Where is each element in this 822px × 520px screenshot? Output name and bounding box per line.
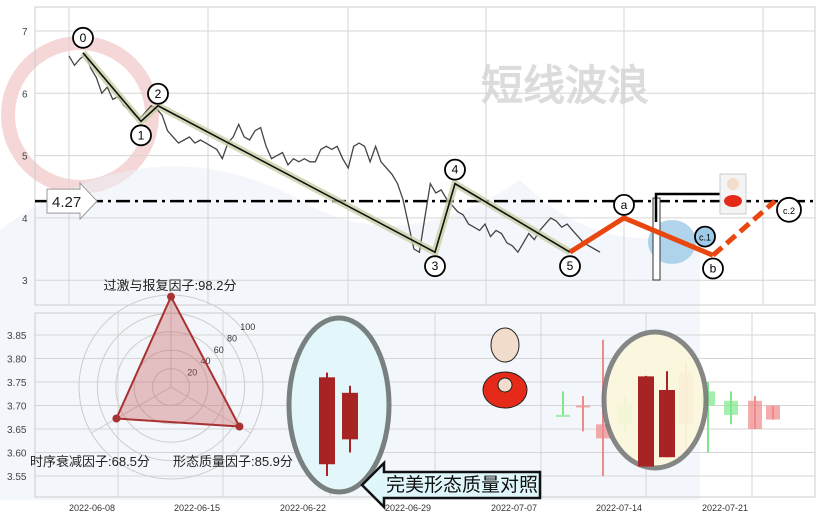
logo-watermark bbox=[1, 36, 159, 194]
correction-label: c.1 bbox=[699, 233, 711, 243]
current-candle-body bbox=[659, 389, 675, 458]
wave-label: 3 bbox=[432, 259, 439, 273]
correction-label: a bbox=[621, 198, 628, 212]
price-panel: 3 4 5 6 7 4.27 0 1 2 3 4 5 a b c.1 c.2 bbox=[22, 6, 816, 306]
correction-marker bbox=[776, 196, 802, 223]
radar-label-right: 形态质量因子:85.9分 bbox=[173, 454, 293, 469]
faint-candle-body bbox=[556, 414, 570, 417]
reference-candle-body bbox=[319, 377, 335, 465]
y-tick-label: 4 bbox=[22, 214, 28, 225]
x-tick-label: 2022-06-29 bbox=[385, 503, 431, 513]
y-tick-label: 3.65 bbox=[7, 425, 27, 436]
x-tick-label: 2022-07-07 bbox=[491, 503, 537, 513]
wave-marker bbox=[147, 82, 169, 105]
correction-label: b bbox=[710, 262, 717, 276]
wave-marker bbox=[559, 255, 581, 278]
x-tick-label: 2022-06-22 bbox=[280, 503, 326, 513]
y-tick-label: 3.55 bbox=[7, 472, 27, 483]
impulse-wave-line bbox=[82, 52, 571, 254]
wave-marker bbox=[72, 26, 94, 49]
y-tick-label: 3.60 bbox=[7, 449, 27, 460]
correction-marker bbox=[694, 225, 716, 248]
radar-ring-label: 100 bbox=[240, 322, 255, 332]
reference-ellipse bbox=[286, 315, 392, 495]
y-tick-label: 3.85 bbox=[7, 331, 27, 342]
radar-label-left: 时序衰减因子:68.5分 bbox=[30, 454, 150, 469]
radar-ring-label: 80 bbox=[227, 333, 237, 343]
reference-arrow bbox=[46, 181, 98, 221]
pointer-arrow bbox=[654, 192, 723, 222]
faint-candle-body bbox=[748, 400, 762, 429]
projection-line bbox=[711, 199, 777, 258]
radar-point bbox=[112, 414, 121, 423]
radar-label-top: 过激与报复因子:98.2分 bbox=[104, 278, 237, 293]
candle-panel: 3.85 3.80 3.75 3.70 3.65 3.60 3.55 2022-06-08 20… bbox=[7, 312, 816, 513]
wave-label: 0 bbox=[80, 31, 87, 45]
radar-point bbox=[167, 292, 175, 301]
dog-mascot bbox=[482, 327, 528, 409]
correction-marker bbox=[613, 193, 635, 216]
y-tick-label: 3 bbox=[22, 276, 28, 287]
watermark-text: 短线波浪 bbox=[481, 62, 649, 109]
radar-ring-label: 20 bbox=[187, 368, 197, 378]
dog-mascot-small bbox=[719, 173, 747, 215]
correction-label: c.2 bbox=[783, 206, 795, 216]
x-tick-label: 2022-07-14 bbox=[596, 503, 642, 513]
callout-arrow-box bbox=[360, 459, 542, 511]
wave-marker bbox=[444, 158, 466, 181]
wave-label: 2 bbox=[155, 87, 162, 101]
current-ellipse bbox=[601, 329, 709, 471]
radar-axis bbox=[91, 386, 172, 434]
y-tick-label: 7 bbox=[22, 27, 28, 38]
faint-candle-body bbox=[724, 400, 738, 415]
radar-ring-label: 60 bbox=[214, 345, 224, 355]
correction-line bbox=[568, 215, 714, 258]
callout-text: 完美形态质量对照 bbox=[386, 474, 538, 496]
wave-marker bbox=[424, 255, 446, 278]
correction-marker bbox=[702, 257, 724, 280]
y-tick-label: 3.70 bbox=[7, 402, 27, 413]
y-tick-label: 5 bbox=[22, 152, 28, 163]
radar-chart: 20406080100过激与报复因子:98.2分形态质量因子:85.9分时序衰减… bbox=[30, 278, 293, 480]
reference-candle-body bbox=[342, 392, 358, 440]
x-tick-label: 2022-06-08 bbox=[69, 503, 115, 513]
callout: 完美形态质量对照 bbox=[360, 459, 542, 511]
wave-label: 5 bbox=[567, 259, 574, 273]
wave-label: 1 bbox=[138, 128, 145, 142]
radar-point bbox=[235, 422, 244, 431]
y-tick-label: 3.75 bbox=[7, 378, 27, 389]
x-tick-label: 2022-07-21 bbox=[702, 503, 748, 513]
wave-marker bbox=[130, 124, 152, 147]
faint-candle-body bbox=[766, 405, 780, 420]
y-tick-label: 6 bbox=[22, 89, 28, 100]
current-candle-body bbox=[638, 376, 654, 467]
x-tick-label: 2022-06-15 bbox=[174, 503, 220, 513]
reference-value: 4.27 bbox=[52, 194, 81, 211]
wave-label: 4 bbox=[452, 163, 459, 177]
faint-candle-body bbox=[576, 405, 590, 408]
y-tick-label: 3.80 bbox=[7, 355, 27, 366]
radar-area bbox=[114, 294, 242, 428]
